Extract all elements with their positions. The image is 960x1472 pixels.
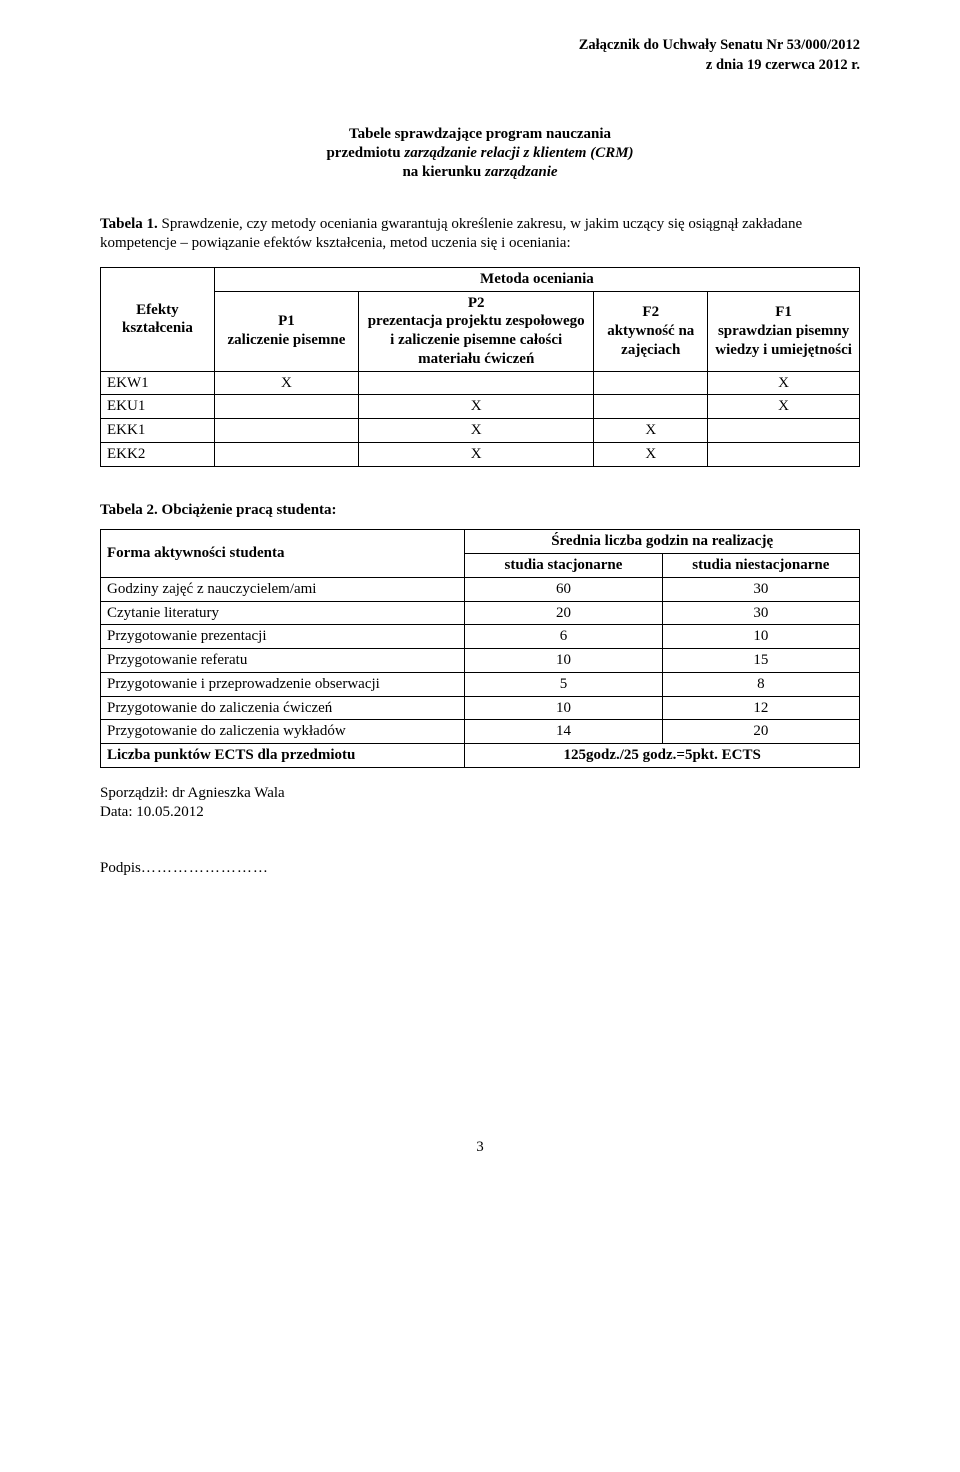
t2-r3-niestac: 15 [662,649,859,673]
footer-signature: Podpis [100,859,860,878]
title-line2-prefix: przedmiotu [326,145,404,161]
t1-col-p1: P1 zaliczenie pisemne [214,291,358,371]
t1-r1-p2: X [359,395,594,419]
t2-r5-label: Przygotowanie do zaliczenia ćwiczeń [101,696,465,720]
t1-r0-p1: X [214,371,358,395]
t2-r4-stac: 5 [465,672,662,696]
t1-r3-f1 [708,442,860,466]
t1-r2-f1 [708,419,860,443]
t1-r3-label: EKK2 [101,442,215,466]
signature-dots [141,860,269,876]
table-row: Godziny zajęć z nauczycielem/ami 60 30 [101,577,860,601]
t1-f2-code: F2 [600,303,701,322]
t1-r3-p2: X [359,442,594,466]
t1-r0-label: EKW1 [101,371,215,395]
t2-r5-niestac: 12 [662,696,859,720]
table-row-total: Liczba punktów ECTS dla przedmiotu 125go… [101,744,860,768]
t2-r2-label: Przygotowanie prezentacji [101,625,465,649]
t1-p1-code: P1 [221,312,352,331]
header-line-1: Załącznik do Uchwały Senatu Nr 53/000/20… [579,37,860,53]
t2-r3-label: Przygotowanie referatu [101,649,465,673]
table-row: EKU1 X X [101,395,860,419]
t2-r6-niestac: 20 [662,720,859,744]
t1-col-f1: F1 sprawdzian pisemny wiedzy i umiejętno… [708,291,860,371]
t1-r3-f2: X [594,442,708,466]
t2-r1-niestac: 30 [662,601,859,625]
t2-r0-niestac: 30 [662,577,859,601]
t1-r0-f1: X [708,371,860,395]
table-row: Przygotowanie i przeprowadzenie obserwac… [101,672,860,696]
t1-f1-code: F1 [714,303,853,322]
table-row: Przygotowanie do zaliczenia wykładów 14 … [101,720,860,744]
t2-r2-stac: 6 [465,625,662,649]
t1-r0-f2 [594,371,708,395]
title-line1: Tabele sprawdzające program nauczania [349,126,611,142]
table-row: Przygotowanie referatu 10 15 [101,649,860,673]
t1-r1-label: EKU1 [101,395,215,419]
t1-r2-p2: X [359,419,594,443]
t2-total-value-text: 125godz./25 godz.=5pkt. ECTS [563,747,760,763]
t2-r1-stac: 20 [465,601,662,625]
t1-f2-desc: aktywność na zajęciach [600,322,701,360]
t2-r0-label: Godziny zajęć z nauczycielem/ami [101,577,465,601]
t2-total-label-text: Liczba punktów ECTS dla przedmiotu [107,747,355,763]
table1-caption: Tabela 1. Sprawdzenie, czy metody ocenia… [100,215,860,253]
t1-f1-desc: sprawdzian pisemny wiedzy i umiejętności [714,322,853,360]
t2-r4-niestac: 8 [662,672,859,696]
t1-p2-desc: prezentacja projektu zespołowego i zalic… [365,312,587,368]
t1-r3-p1 [214,442,358,466]
t1-r2-p1 [214,419,358,443]
footer-date: Data: 10.05.2012 [100,803,860,822]
table-row: EKW1 X X [101,371,860,395]
table2-label: Tabela 2. Obciążenie pracą studenta: [100,501,860,520]
document-title: Tabele sprawdzające program nauczania pr… [100,125,860,181]
table-row: EKK1 X X [101,419,860,443]
table1-label: Tabela 1. [100,216,158,232]
t1-rowheader: Efekty kształcenia [101,267,215,371]
t2-avg-header: Średnia liczba godzin na realizację [465,530,860,554]
title-line2-italic: zarządzanie relacji z klientem (CRM) [404,145,633,161]
title-line3-prefix: na kierunku [402,164,485,180]
t2-stac-header: studia stacjonarne [465,554,662,578]
t1-r1-p1 [214,395,358,419]
header-line-2: z dnia 19 czerwca 2012 r. [706,57,860,73]
t2-r1-label: Czytanie literatury [101,601,465,625]
t1-p1-desc: zaliczenie pisemne [221,331,352,350]
header-annotation: Załącznik do Uchwały Senatu Nr 53/000/20… [100,36,860,75]
t1-r0-p2 [359,371,594,395]
table2: Forma aktywności studenta Średnia liczba… [100,529,860,768]
footer-author: Sporządził: dr Agnieszka Wala [100,784,860,803]
t1-r1-f1: X [708,395,860,419]
title-line3-italic: zarządzanie [485,164,558,180]
footer-signature-label: Podpis [100,860,141,876]
footer-block: Sporządził: dr Agnieszka Wala Data: 10.0… [100,784,860,878]
t2-total-label: Liczba punktów ECTS dla przedmiotu [101,744,465,768]
table-row: Czytanie literatury 20 30 [101,601,860,625]
table1: Efekty kształcenia Metoda oceniania P1 z… [100,267,860,467]
t2-activity-header: Forma aktywności studenta [101,530,465,578]
t1-method-header: Metoda oceniania [214,267,859,291]
table1-desc: Sprawdzenie, czy metody oceniania gwaran… [100,216,802,251]
table-row: Przygotowanie do zaliczenia ćwiczeń 10 1… [101,696,860,720]
table-row: Przygotowanie prezentacji 6 10 [101,625,860,649]
t2-total-value: 125godz./25 godz.=5pkt. ECTS [465,744,860,768]
t2-r4-label: Przygotowanie i przeprowadzenie obserwac… [101,672,465,696]
t1-r2-label: EKK1 [101,419,215,443]
t2-r6-label: Przygotowanie do zaliczenia wykładów [101,720,465,744]
t2-r2-niestac: 10 [662,625,859,649]
t2-r0-stac: 60 [465,577,662,601]
t1-p2-code: P2 [365,294,587,313]
t1-r2-f2: X [594,419,708,443]
page-number: 3 [100,1138,860,1157]
table-row: EKK2 X X [101,442,860,466]
t1-r1-f2 [594,395,708,419]
t2-r3-stac: 10 [465,649,662,673]
t2-r5-stac: 10 [465,696,662,720]
t2-r6-stac: 14 [465,720,662,744]
t1-col-f2: F2 aktywność na zajęciach [594,291,708,371]
t2-niestac-header: studia niestacjonarne [662,554,859,578]
t1-col-p2: P2 prezentacja projektu zespołowego i za… [359,291,594,371]
